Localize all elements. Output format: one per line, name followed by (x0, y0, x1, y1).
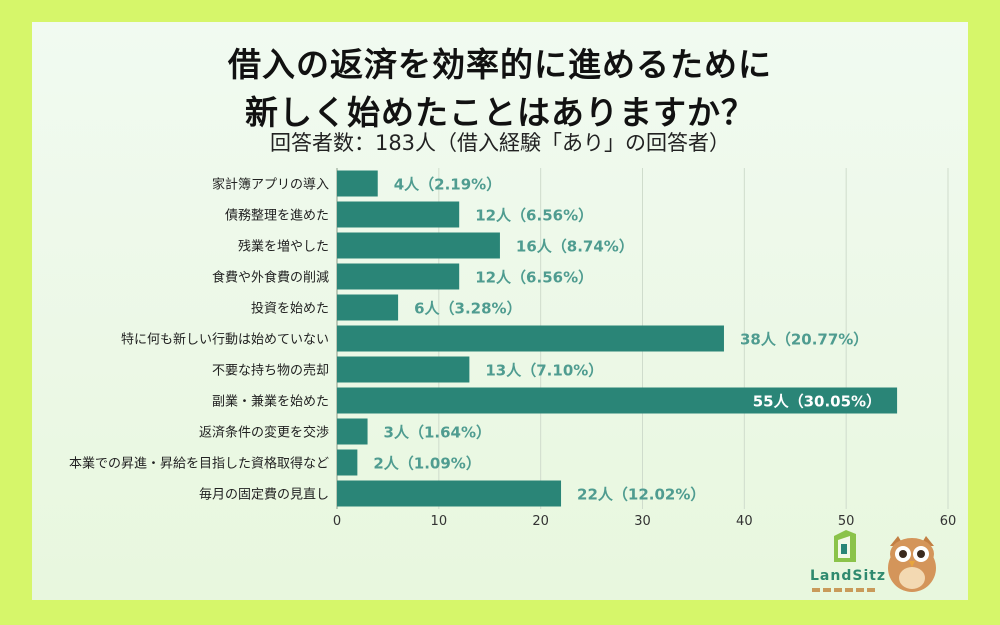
bar (337, 201, 460, 228)
x-tick-label: 50 (838, 514, 855, 529)
category-label: 副業・兼業を始めた (212, 394, 329, 410)
x-tick-label: 40 (736, 514, 753, 529)
category-label: 特に何も新しい行動は始めていない (121, 332, 329, 348)
x-tick-label: 10 (431, 514, 448, 529)
bar (337, 356, 470, 383)
bar (337, 387, 898, 414)
bar (337, 294, 399, 321)
data-label: 2人（1.09%） (373, 455, 480, 473)
category-label: 投資を始めた (251, 301, 329, 317)
data-label: 55人（30.05%） (753, 393, 881, 411)
bar (337, 232, 500, 259)
data-label: 22人（12.02%） (577, 486, 705, 504)
category-label: 毎月の固定費の見直し (199, 487, 329, 503)
category-label: 不要な持ち物の売却 (212, 363, 329, 379)
category-label: 食費や外食費の削減 (212, 270, 329, 286)
x-tick-label: 30 (634, 514, 651, 529)
landsitz-logo-icon (834, 530, 856, 562)
data-label: 38人（20.77%） (740, 331, 868, 349)
bar (337, 480, 562, 507)
data-label: 3人（1.64%） (384, 424, 491, 442)
category-label: 本業での昇進・昇給を目指した資格取得など (69, 456, 329, 472)
logo-underline (812, 588, 878, 592)
data-label: 13人（7.10%） (485, 362, 603, 380)
data-label: 6人（3.28%） (414, 300, 521, 318)
bar (337, 170, 378, 197)
data-label: 12人（6.56%） (475, 269, 593, 287)
category-label: 返済条件の変更を交渉 (199, 425, 329, 441)
bar (337, 449, 358, 476)
x-tick-label: 20 (532, 514, 549, 529)
category-label: 残業を増やした (238, 239, 329, 255)
chart-subtitle: 回答者数：183人（借入経験「あり」の回答者） (269, 131, 731, 155)
data-label: 16人（8.74%） (516, 238, 634, 256)
bar (337, 418, 368, 445)
bar (337, 325, 724, 352)
x-tick-label: 0 (333, 514, 341, 529)
category-label: 家計簿アプリの導入 (212, 177, 329, 193)
logo-text: LandSitz (810, 568, 887, 584)
chart-title-line1: 借入の返済を効率的に進めるために (228, 45, 772, 84)
bar (337, 263, 460, 290)
owl-mascot-icon (888, 536, 936, 592)
category-label: 債務整理を進めた (225, 209, 329, 224)
data-label: 4人（2.19%） (394, 176, 501, 194)
x-tick-label: 60 (940, 514, 957, 529)
data-label: 12人（6.56%） (475, 207, 593, 225)
logo: LandSitz (810, 528, 887, 584)
chart-title-line2: 新しく始めたことはありますか？ (245, 93, 755, 132)
